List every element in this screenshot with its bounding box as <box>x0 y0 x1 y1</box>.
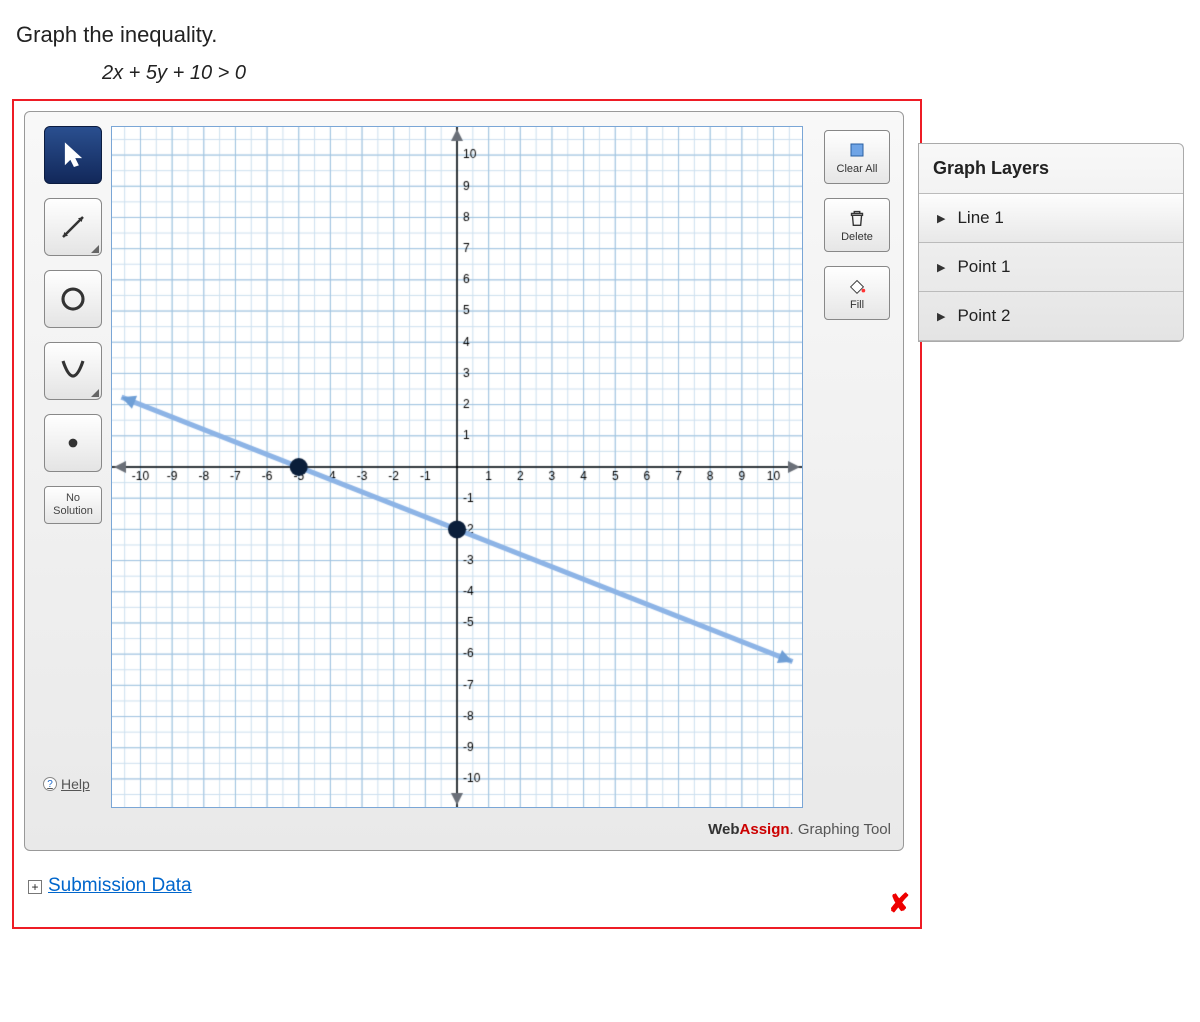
help-icon: ? <box>43 777 57 791</box>
layer-item-0[interactable]: ▶ Line 1 <box>919 194 1183 243</box>
graph-layers-panel: Graph Layers ▶ Line 1 ▶ Point 1 ▶ Point 2 <box>918 143 1184 342</box>
fill-icon <box>846 275 868 297</box>
tool-footer: WebAssign. Graphing Tool <box>708 821 891 838</box>
graph-canvas[interactable] <box>111 126 803 808</box>
delete-label: Delete <box>841 231 873 243</box>
trash-icon <box>846 207 868 229</box>
footer-brand-prefix: Web <box>708 821 739 838</box>
fill-button[interactable]: Fill <box>824 266 890 320</box>
footer-brand-strong: Assign <box>740 821 790 838</box>
left-toolbar: NoSolution <box>35 126 111 844</box>
tool-circle-button[interactable] <box>44 270 102 328</box>
submission-data[interactable]: + Submission Data <box>28 875 910 897</box>
help-label: Help <box>61 776 90 792</box>
layer-item-2[interactable]: ▶ Point 2 <box>919 292 1183 341</box>
submission-link[interactable]: Submission Data <box>48 875 192 896</box>
layer-label: Line 1 <box>957 208 1003 228</box>
tool-parabola-button[interactable] <box>44 342 102 400</box>
question-equation: 2x + 5y + 10 > 0 <box>102 62 1188 85</box>
chevron-right-icon: ▶ <box>937 261 945 274</box>
layer-item-1[interactable]: ▶ Point 1 <box>919 243 1183 292</box>
clear-all-button[interactable]: Clear All <box>824 130 890 184</box>
incorrect-icon: ✘ <box>888 888 910 919</box>
footer-suffix: . Graphing Tool <box>790 821 891 838</box>
layer-label: Point 1 <box>957 257 1010 277</box>
help-link[interactable]: ? Help <box>43 776 90 792</box>
clear-all-label: Clear All <box>837 163 878 175</box>
fill-label: Fill <box>850 299 864 311</box>
graphing-tool: NoSolution Clear All Delete Fill ? Help W… <box>24 111 904 851</box>
tool-point-button[interactable] <box>44 414 102 472</box>
graph-area[interactable] <box>111 126 817 844</box>
question-prompt: Graph the inequality. <box>16 22 1188 48</box>
layers-title: Graph Layers <box>919 144 1183 194</box>
no-solution-button[interactable]: NoSolution <box>44 486 102 524</box>
chevron-right-icon: ▶ <box>937 310 945 323</box>
stop-icon <box>846 139 868 161</box>
tool-pointer-button[interactable] <box>44 126 102 184</box>
chevron-right-icon: ▶ <box>937 212 945 225</box>
right-toolbar: Clear All Delete Fill <box>817 126 897 844</box>
expand-icon[interactable]: + <box>28 880 42 894</box>
answer-frame: NoSolution Clear All Delete Fill ? Help W… <box>12 99 922 929</box>
tool-line-button[interactable] <box>44 198 102 256</box>
delete-button[interactable]: Delete <box>824 198 890 252</box>
layer-label: Point 2 <box>957 306 1010 326</box>
